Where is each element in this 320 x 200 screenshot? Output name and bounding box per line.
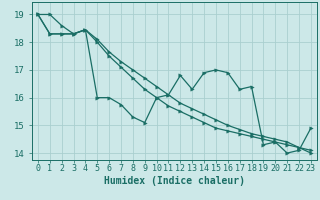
X-axis label: Humidex (Indice chaleur): Humidex (Indice chaleur) [104,176,245,186]
